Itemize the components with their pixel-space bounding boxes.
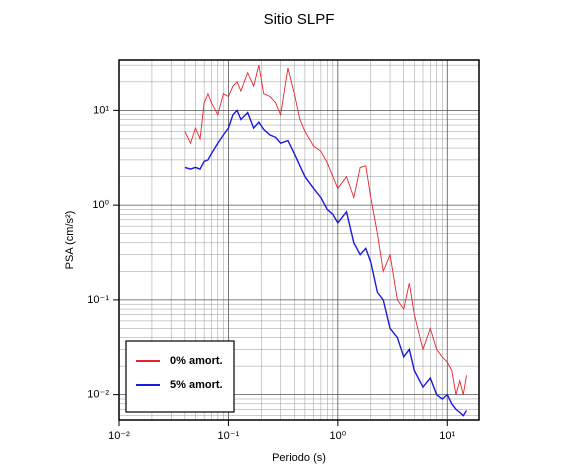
x-tick-label: 10⁻¹	[218, 430, 240, 442]
y-tick-label: 10⁰	[92, 199, 109, 211]
x-axis-label: Periodo (s)	[272, 452, 326, 464]
y-tick-label: 10⁻¹	[87, 294, 109, 306]
x-tick-label: 10⁻²	[108, 430, 130, 442]
legend-label: 0% amort.	[170, 355, 223, 367]
legend-box	[125, 340, 235, 413]
series-line	[184, 109, 468, 417]
y-tick-label: 10⁻²	[87, 389, 109, 401]
x-tick-label: 10⁰	[330, 430, 347, 442]
series-line	[184, 65, 467, 395]
y-axis-label: PSA (cm/s²)	[64, 211, 76, 270]
x-tick-label: 10¹	[439, 430, 455, 442]
legend-label: 5% amort.	[170, 379, 223, 391]
plot-frame	[118, 59, 480, 421]
y-tick-label: 10¹	[93, 104, 109, 116]
chart-title: Sitio SLPF	[264, 11, 335, 28]
